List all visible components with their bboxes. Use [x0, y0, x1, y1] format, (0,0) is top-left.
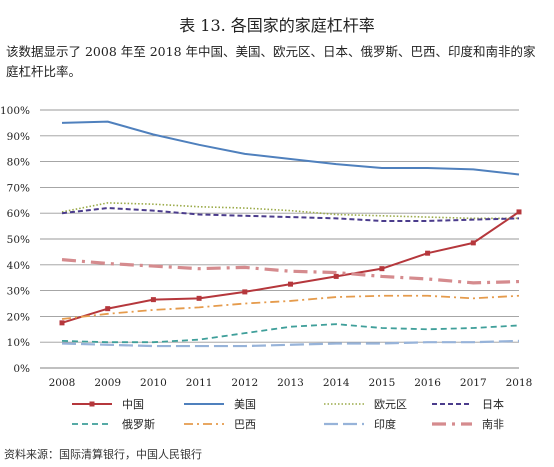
y-tick-label: 20%: [7, 311, 30, 323]
x-tick-label: 2013: [277, 377, 304, 389]
data-point: [105, 306, 111, 312]
legend-label: 印度: [374, 417, 396, 431]
x-tick-label: 2014: [323, 377, 350, 389]
x-tick-label: 2009: [94, 377, 121, 389]
series-line-6: [61, 339, 520, 348]
legend-label: 巴西: [234, 418, 256, 431]
legend-label: 中国: [122, 398, 144, 411]
x-tick-label: 2011: [186, 377, 213, 389]
x-tick-label: 2016: [414, 377, 441, 389]
series-line-3: [61, 207, 520, 222]
data-point: [59, 320, 65, 326]
legend-label: 美国: [234, 398, 256, 411]
data-point: [150, 297, 156, 303]
y-tick-label: 100%: [0, 105, 30, 117]
x-tick-label: 2010: [140, 377, 167, 389]
legend-label: 南非: [482, 418, 504, 431]
data-point: [196, 295, 202, 301]
y-tick-label: 10%: [7, 337, 30, 349]
legend-label: 日本: [482, 397, 504, 411]
x-tick-label: 2008: [49, 377, 76, 389]
line-chart: 0%10%20%30%40%50%60%70%80%90%100% 2008 20…: [0, 105, 533, 431]
data-point: [333, 273, 339, 279]
chart-description: 该数据显示了 2008 年至 2018 年中国、美国、欧元区、日本、俄罗斯、巴西…: [6, 44, 536, 79]
y-tick-label: 50%: [7, 234, 30, 246]
series-line-2: [61, 202, 519, 220]
y-tick-label: 30%: [7, 286, 30, 298]
y-tick-label: 70%: [7, 182, 30, 194]
series-line-0: [61, 211, 520, 324]
x-tick-label: 2015: [369, 377, 396, 389]
y-tick-label: 60%: [7, 208, 30, 220]
source-note: 资料来源：国际清算银行，中国人民银行: [4, 448, 202, 461]
y-tick-label: 0%: [13, 363, 30, 375]
x-tick-label: 2012: [231, 377, 258, 389]
y-tick-label: 40%: [7, 260, 30, 272]
data-point: [425, 250, 431, 256]
y-axis-ticks: 0% 10% 20% 30% 40% 50% 60% 70% 80% 90% 100%: [0, 105, 30, 375]
data-point: [470, 240, 476, 246]
y-tick-label: 90%: [7, 131, 30, 143]
page-title: 表 13. 各国家的家庭杠杆率: [179, 16, 375, 35]
series-line-1: [61, 120, 520, 176]
series-lines: [59, 120, 522, 348]
x-tick-label: 2018: [506, 377, 533, 389]
legend-marker: [89, 401, 95, 407]
data-point: [288, 281, 293, 287]
x-axis-ticks: 2008 2009 2010 2011 2012 2013 2014 2015 2016 2017…: [49, 377, 533, 389]
legend-label: 欧元区: [374, 398, 407, 411]
data-point: [516, 209, 522, 215]
legend-label: 俄罗斯: [122, 418, 155, 431]
series-line-5: [61, 294, 520, 320]
series-line-7: [61, 258, 520, 285]
data-point: [242, 289, 248, 295]
grid-lines: [40, 109, 519, 369]
data-point: [379, 266, 385, 272]
series-line-4: [61, 323, 520, 344]
x-tick-label: 2017: [460, 377, 487, 389]
y-tick-label: 80%: [7, 157, 30, 169]
